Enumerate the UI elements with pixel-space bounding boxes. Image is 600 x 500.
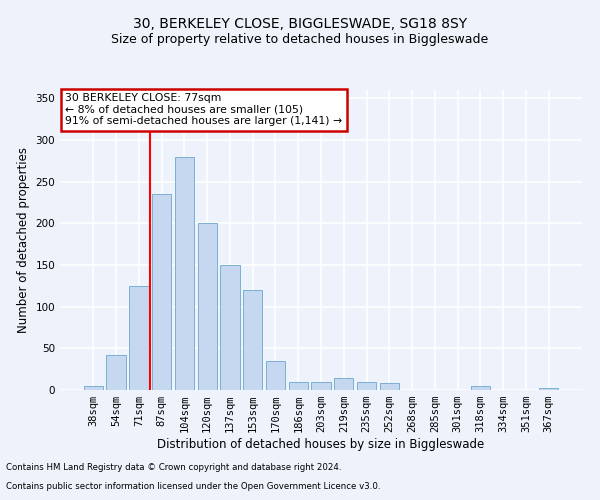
Bar: [470, 386, 490, 390]
Bar: [129, 286, 149, 390]
Bar: [380, 384, 399, 390]
Y-axis label: Number of detached properties: Number of detached properties: [17, 147, 30, 333]
Text: 30 BERKELEY CLOSE: 77sqm
← 8% of detached houses are smaller (105)
91% of semi-d: 30 BERKELEY CLOSE: 77sqm ← 8% of detache…: [65, 93, 343, 126]
Text: Contains HM Land Registry data © Crown copyright and database right 2024.: Contains HM Land Registry data © Crown c…: [6, 464, 341, 472]
Bar: [357, 382, 376, 390]
X-axis label: Distribution of detached houses by size in Biggleswade: Distribution of detached houses by size …: [157, 438, 485, 451]
Bar: [152, 194, 172, 390]
Bar: [175, 156, 194, 390]
Text: Size of property relative to detached houses in Biggleswade: Size of property relative to detached ho…: [112, 32, 488, 46]
Bar: [84, 386, 103, 390]
Bar: [539, 388, 558, 390]
Bar: [311, 382, 331, 390]
Bar: [266, 361, 285, 390]
Text: 30, BERKELEY CLOSE, BIGGLESWADE, SG18 8SY: 30, BERKELEY CLOSE, BIGGLESWADE, SG18 8S…: [133, 18, 467, 32]
Bar: [289, 382, 308, 390]
Bar: [106, 355, 126, 390]
Bar: [197, 224, 217, 390]
Bar: [334, 378, 353, 390]
Bar: [243, 290, 262, 390]
Bar: [220, 265, 239, 390]
Text: Contains public sector information licensed under the Open Government Licence v3: Contains public sector information licen…: [6, 482, 380, 491]
